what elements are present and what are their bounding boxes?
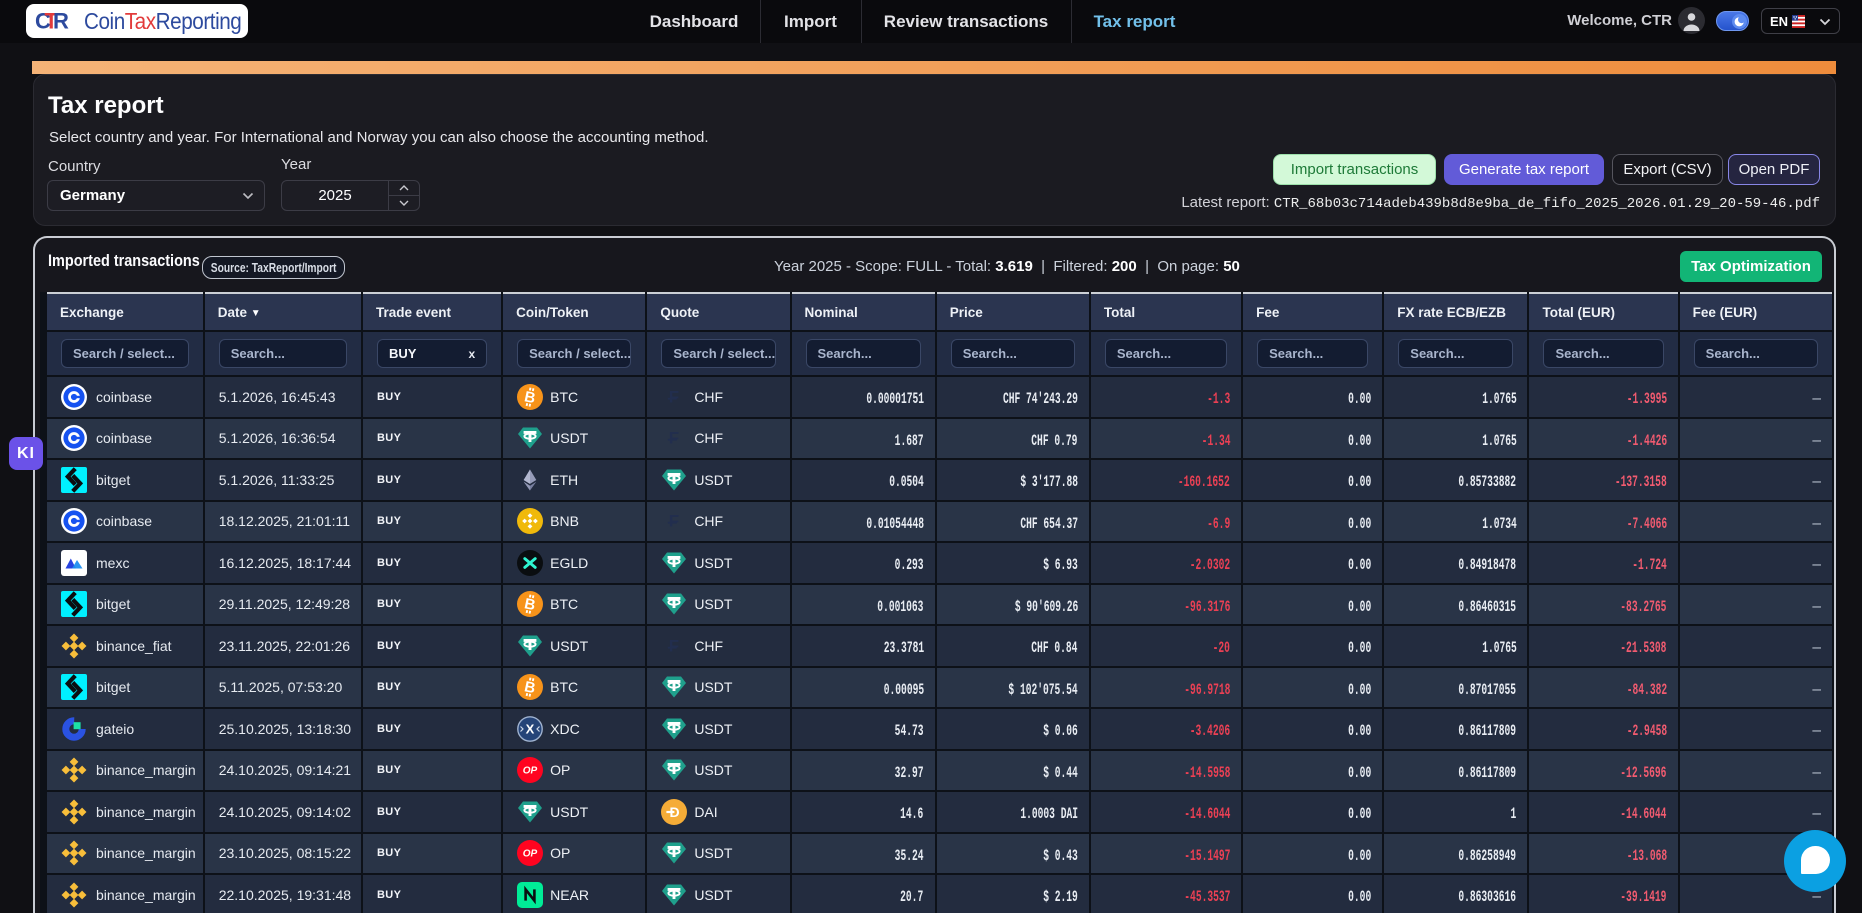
svg-text:F: F [669, 429, 679, 448]
svg-text:D: D [670, 804, 680, 820]
svg-text:B: B [523, 596, 537, 615]
svg-text:R: R [53, 9, 69, 34]
svg-text:OP: OP [523, 849, 538, 860]
svg-text:F: F [669, 387, 679, 406]
svg-text:F: F [669, 512, 679, 531]
svg-text:OP: OP [523, 766, 538, 777]
svg-text:T: T [45, 9, 59, 34]
svg-text:X: X [526, 721, 535, 736]
svg-text:F: F [669, 636, 679, 655]
svg-text:B: B [523, 679, 537, 698]
svg-text:C: C [35, 9, 51, 34]
svg-text:B: B [523, 388, 537, 407]
